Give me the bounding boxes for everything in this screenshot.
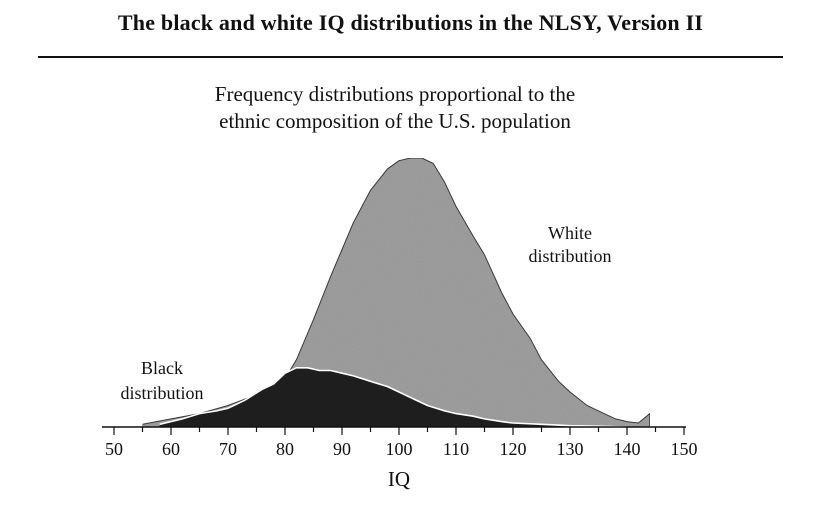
x-tick-label: 90: [333, 439, 351, 459]
white-distribution-label-line-1: White: [548, 223, 592, 243]
page-title: The black and white IQ distributions in …: [117, 10, 704, 35]
black-distribution-label-line-1: Black: [141, 358, 183, 378]
title-rule: [38, 56, 783, 58]
x-tick-label: 70: [219, 439, 237, 459]
chart-subtitle-line-2: ethnic composition of the U.S. populatio…: [219, 109, 571, 133]
x-tick-label: 150: [671, 439, 698, 459]
x-axis-title: IQ: [388, 467, 410, 491]
x-tick-label: 50: [105, 439, 123, 459]
x-tick-label: 80: [276, 439, 294, 459]
x-tick-label: 110: [443, 439, 469, 459]
x-tick-label: 120: [500, 439, 527, 459]
white-distribution-label-line-2: distribution: [528, 246, 611, 266]
black-distribution-area: [159, 367, 627, 427]
white-distribution-area: [142, 157, 651, 428]
x-tick-label: 100: [386, 439, 413, 459]
series-layer: [142, 157, 651, 428]
x-tick-label: 130: [557, 439, 584, 459]
x-tick-label: 60: [162, 439, 180, 459]
black-distribution-label-line-2: distribution: [120, 383, 203, 403]
chart-subtitle-line-1: Frequency distributions proportional to …: [215, 82, 575, 106]
x-axis: 50 60 70 80 90 100 110 120 130 140 150: [102, 426, 698, 459]
black-distribution-outline: [159, 367, 628, 428]
x-tick-label: 140: [614, 439, 641, 459]
